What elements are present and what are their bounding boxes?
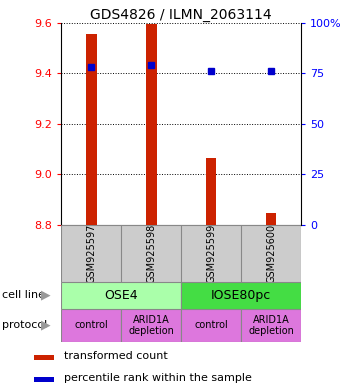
Bar — [181, 309, 241, 342]
Text: IOSE80pc: IOSE80pc — [211, 289, 271, 302]
Text: GSM925598: GSM925598 — [146, 224, 156, 283]
Text: ▶: ▶ — [41, 319, 51, 332]
Bar — [34, 377, 54, 382]
Text: GSM925599: GSM925599 — [206, 224, 216, 283]
Bar — [86, 35, 97, 225]
Text: GSM925600: GSM925600 — [266, 224, 276, 283]
Bar — [266, 213, 276, 225]
Text: percentile rank within the sample: percentile rank within the sample — [64, 373, 252, 383]
Bar — [61, 282, 181, 309]
Text: OSE4: OSE4 — [104, 289, 138, 302]
Text: ARID1A
depletion: ARID1A depletion — [128, 314, 174, 336]
Text: cell line: cell line — [2, 290, 45, 300]
Bar — [146, 24, 156, 225]
Title: GDS4826 / ILMN_2063114: GDS4826 / ILMN_2063114 — [90, 8, 272, 22]
Text: protocol: protocol — [2, 320, 47, 330]
Text: control: control — [74, 320, 108, 331]
Bar — [181, 282, 301, 309]
Bar — [34, 355, 54, 359]
Bar — [121, 309, 181, 342]
Text: transformed count: transformed count — [64, 351, 168, 361]
Text: GSM925597: GSM925597 — [86, 224, 96, 283]
Bar — [241, 309, 301, 342]
Bar — [206, 158, 217, 225]
Text: ▶: ▶ — [41, 288, 51, 301]
Text: ARID1A
depletion: ARID1A depletion — [248, 314, 294, 336]
Bar — [61, 309, 121, 342]
Text: control: control — [194, 320, 228, 331]
